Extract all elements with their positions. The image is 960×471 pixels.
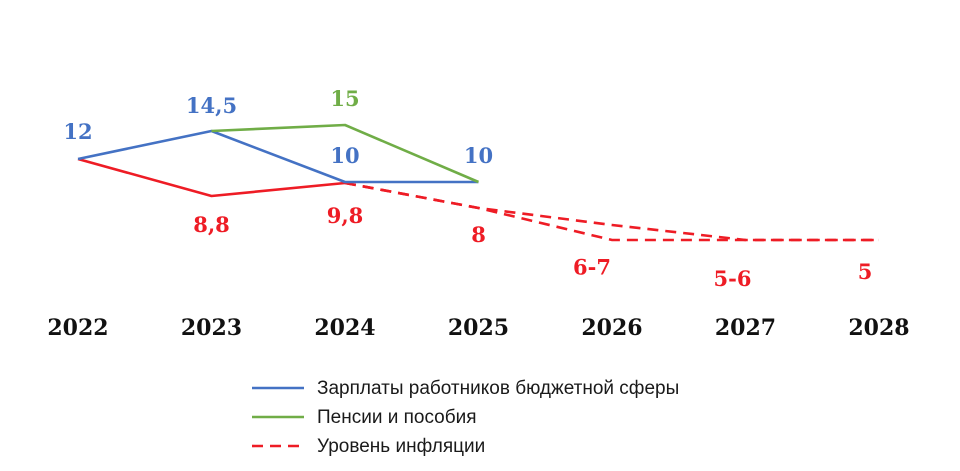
data-label-0-2025: 10: [464, 143, 493, 168]
plot-lines: [77, 123, 879, 242]
forecast-label-2028: 5: [858, 259, 873, 284]
legend-label-2: Уровень инфляции: [317, 436, 485, 457]
data-label-2-2024: 9,8: [327, 203, 364, 228]
data-label-0-2022: 12: [63, 119, 92, 144]
x-tick-label-2023: 2023: [181, 315, 242, 341]
x-tick-label-2026: 2026: [581, 315, 642, 341]
data-label-1-2024: 15: [330, 86, 359, 111]
x-tick-label-2027: 2027: [715, 315, 776, 341]
data-label-0-2023: 14,5: [186, 93, 237, 118]
data-label-2-2023: 8,8: [193, 212, 230, 237]
x-tick-label-2025: 2025: [448, 315, 509, 341]
x-axis-tick-labels: 2022 2023 2024 2025 2026 2027 2028: [47, 315, 909, 341]
series-line-0: [77, 129, 479, 184]
forecast-label-2026: 6-7: [573, 255, 611, 280]
series-line-2: [77, 157, 346, 198]
forecast-line-upper: [344, 181, 879, 242]
x-tick-label-2024: 2024: [314, 315, 375, 341]
x-tick-label-2022: 2022: [47, 315, 108, 341]
series-line-1: [211, 123, 480, 184]
legend: Зарплаты работников бюджетной сферы Пенси…: [252, 378, 679, 457]
forecast-line-lower: [344, 181, 879, 242]
forecast-label-2025: 8: [471, 222, 486, 247]
x-tick-label-2028: 2028: [848, 315, 909, 341]
forecast-label-2027: 5-6: [714, 266, 752, 291]
data-labels: 8 6-7 5-6 5 8,8 9,8 12 14,5 10 10 15: [63, 86, 872, 291]
legend-label-1: Пенсии и пособия: [317, 407, 477, 428]
data-label-0-2024: 10: [330, 143, 359, 168]
legend-label-0: Зарплаты работников бюджетной сферы: [317, 378, 679, 399]
